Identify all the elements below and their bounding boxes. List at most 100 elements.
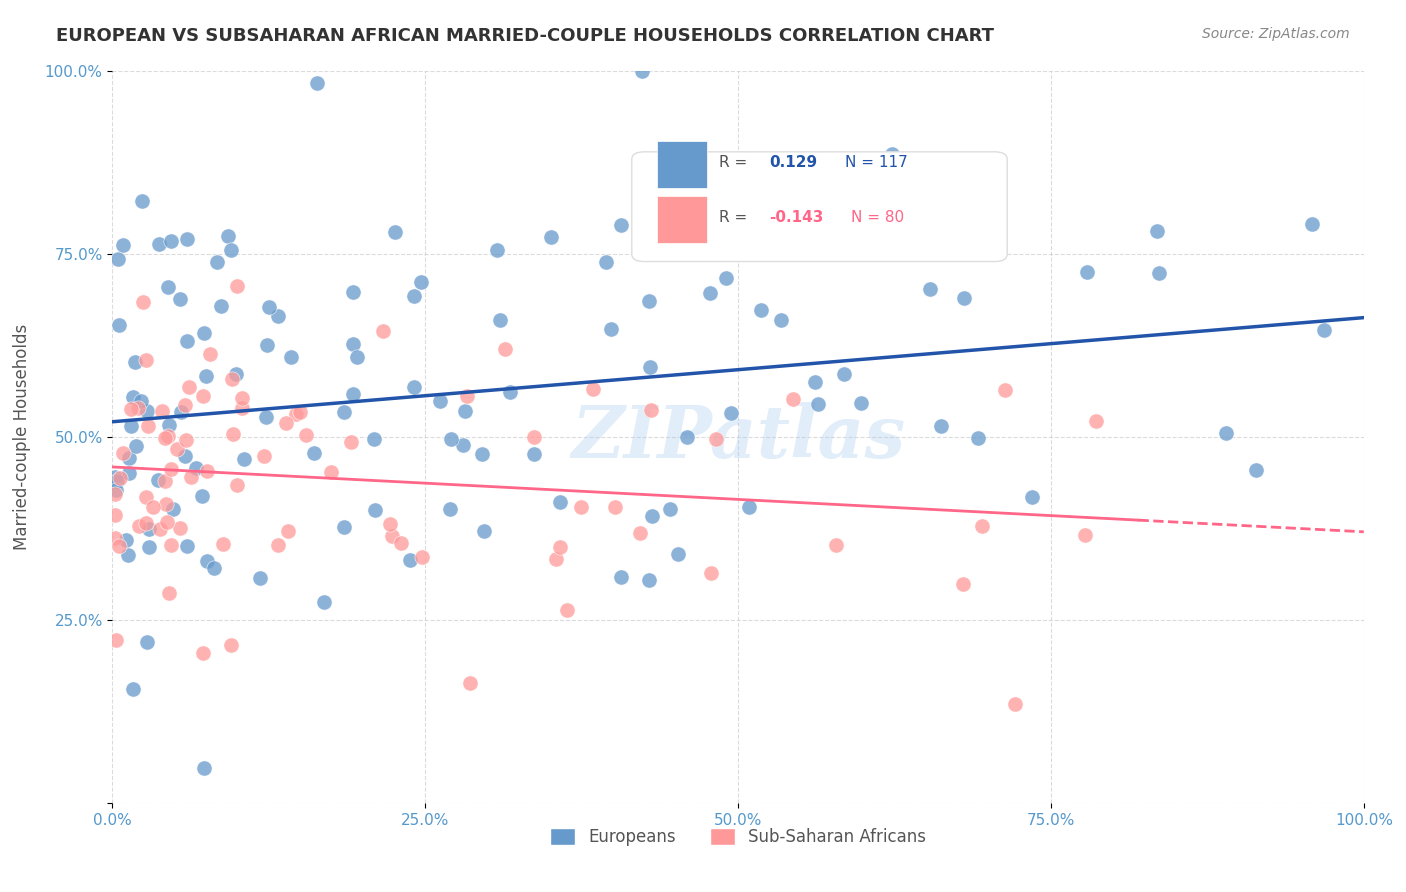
Europeans xyxy=(120,418,142,433)
Sub-Saharan Africans xyxy=(221,639,243,653)
Europeans xyxy=(1313,323,1336,337)
Sub-Saharan Africans xyxy=(605,500,627,514)
Text: R =: R = xyxy=(720,155,748,170)
Europeans xyxy=(205,255,228,269)
Europeans xyxy=(780,223,803,237)
Europeans xyxy=(117,548,139,562)
Europeans xyxy=(851,396,873,410)
Text: -0.143: -0.143 xyxy=(769,211,824,225)
Europeans xyxy=(342,337,364,351)
Europeans xyxy=(1301,218,1323,232)
Sub-Saharan Africans xyxy=(108,471,131,485)
Europeans xyxy=(176,231,198,245)
Europeans xyxy=(118,466,141,480)
Europeans xyxy=(225,367,247,381)
Europeans xyxy=(104,483,127,497)
Europeans xyxy=(1147,266,1170,280)
Sub-Saharan Africans xyxy=(169,521,191,535)
Text: EUROPEAN VS SUBSAHARAN AFRICAN MARRIED-COUPLE HOUSEHOLDS CORRELATION CHART: EUROPEAN VS SUBSAHARAN AFRICAN MARRIED-C… xyxy=(56,27,994,45)
Europeans xyxy=(259,300,281,314)
Europeans xyxy=(312,595,335,609)
Sub-Saharan Africans xyxy=(276,416,298,430)
Europeans xyxy=(186,461,208,475)
Europeans xyxy=(384,226,406,240)
Europeans xyxy=(217,229,239,244)
Sub-Saharan Africans xyxy=(173,398,195,412)
Europeans xyxy=(191,489,214,503)
Sub-Saharan Africans xyxy=(494,342,516,356)
Sub-Saharan Africans xyxy=(148,522,170,536)
Europeans xyxy=(125,439,148,453)
Bar xyxy=(657,141,707,188)
Sub-Saharan Africans xyxy=(221,371,243,385)
Sub-Saharan Africans xyxy=(523,430,546,444)
Europeans xyxy=(807,397,830,411)
Europeans xyxy=(111,237,134,252)
Europeans xyxy=(170,405,193,419)
Sub-Saharan Africans xyxy=(381,529,404,543)
Europeans xyxy=(136,635,159,649)
Sub-Saharan Africans xyxy=(156,429,179,443)
Europeans xyxy=(749,302,772,317)
Europeans xyxy=(486,243,509,257)
Europeans xyxy=(550,495,572,509)
Sub-Saharan Africans xyxy=(104,531,127,545)
Europeans xyxy=(219,243,242,257)
Europeans xyxy=(256,338,278,352)
Y-axis label: Married-couple Households: Married-couple Households xyxy=(13,324,31,550)
Europeans xyxy=(156,279,179,293)
Europeans xyxy=(267,309,290,323)
Europeans xyxy=(540,229,562,244)
Sub-Saharan Africans xyxy=(128,518,150,533)
Sub-Saharan Africans xyxy=(135,490,157,504)
Sub-Saharan Africans xyxy=(111,446,134,460)
Europeans xyxy=(804,376,827,390)
Sub-Saharan Africans xyxy=(105,632,128,647)
Sub-Saharan Africans xyxy=(153,475,176,489)
Sub-Saharan Africans xyxy=(1004,697,1026,711)
Europeans xyxy=(429,394,451,409)
Europeans xyxy=(472,524,495,539)
Sub-Saharan Africans xyxy=(952,577,974,591)
Sub-Saharan Africans xyxy=(104,508,127,522)
Sub-Saharan Africans xyxy=(142,500,165,514)
Europeans xyxy=(280,350,302,364)
Sub-Saharan Africans xyxy=(221,426,243,441)
Europeans xyxy=(146,473,169,487)
Europeans xyxy=(193,326,215,340)
Europeans xyxy=(1076,265,1098,279)
Europeans xyxy=(929,418,952,433)
Europeans xyxy=(103,470,125,484)
Sub-Saharan Africans xyxy=(640,402,662,417)
Sub-Saharan Africans xyxy=(211,537,233,551)
Sub-Saharan Africans xyxy=(160,538,183,552)
Europeans xyxy=(832,367,855,381)
Text: N = 80: N = 80 xyxy=(851,211,904,225)
Europeans xyxy=(169,293,191,307)
Sub-Saharan Africans xyxy=(456,389,478,403)
Sub-Saharan Africans xyxy=(411,549,433,564)
Europeans xyxy=(138,540,160,554)
Europeans xyxy=(451,437,474,451)
Sub-Saharan Africans xyxy=(156,515,179,529)
Europeans xyxy=(202,561,225,575)
Europeans xyxy=(136,403,159,417)
Europeans xyxy=(121,681,143,696)
Europeans xyxy=(162,501,184,516)
Sub-Saharan Africans xyxy=(340,435,363,450)
Europeans xyxy=(699,285,721,300)
Europeans xyxy=(138,522,160,536)
Sub-Saharan Africans xyxy=(108,539,131,553)
Sub-Saharan Africans xyxy=(460,675,482,690)
Europeans xyxy=(363,432,385,446)
Sub-Saharan Africans xyxy=(824,538,846,552)
Europeans xyxy=(1146,224,1168,238)
Europeans xyxy=(114,533,136,548)
Europeans xyxy=(738,500,761,514)
Europeans xyxy=(454,404,477,418)
Europeans xyxy=(307,76,329,90)
Sub-Saharan Africans xyxy=(193,646,215,660)
Sub-Saharan Africans xyxy=(104,486,127,500)
Sub-Saharan Africans xyxy=(166,442,188,456)
Sub-Saharan Africans xyxy=(288,405,311,419)
